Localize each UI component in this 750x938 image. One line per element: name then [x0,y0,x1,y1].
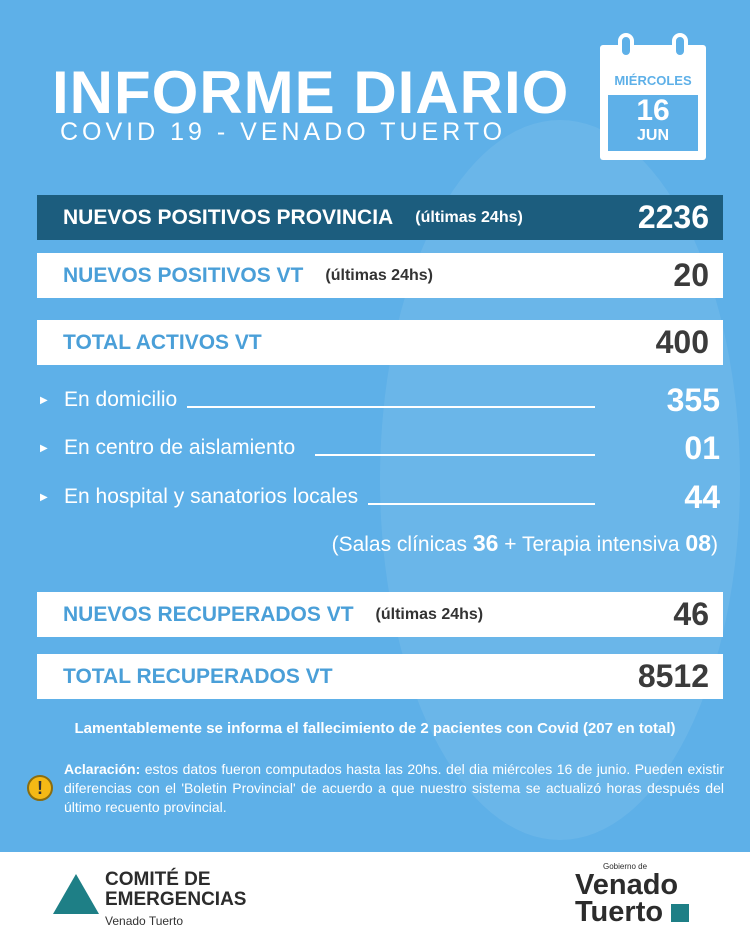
calendar-weekday: MIÉRCOLES [614,73,692,88]
leader-line [368,503,595,505]
row-value: 2236 [637,199,709,235]
leader-line [315,454,595,456]
gov-small: Gobierno de [603,862,648,871]
bullet-icon: ▶ [40,442,48,454]
salas-value: 36 [472,530,499,556]
clarification-title: Aclaración: [64,761,141,777]
comite-sub: Venado Tuerto [105,914,184,928]
gov-line1: Venado [575,869,679,901]
breakdown-item: ▶ En centro de aislamiento 01 [40,430,720,466]
row-note: (últimas 24hs) [325,266,433,284]
page-subtitle: COVID 19 - VENADO TUERTO [60,118,507,146]
row-value: 400 [655,324,709,360]
item-value: 355 [666,381,720,418]
page-title: INFORME DIARIO [52,59,570,126]
bullet-icon: ▶ [40,491,48,503]
row-label: TOTAL ACTIVOS VT [63,330,262,354]
calendar-ring [618,33,634,59]
warning-icon: ! [27,775,53,801]
calendar-ring [672,33,688,59]
row-value: 20 [673,257,709,293]
comite-logo-icon [53,874,99,914]
bullet-icon: ▶ [40,394,48,406]
leader-line [187,406,595,408]
row-total-recuperados: TOTAL RECUPERADOS VT 8512 [37,654,723,699]
row-nuevos-recuperados: NUEVOS RECUPERADOS VT (últimas 24hs) 46 [37,592,723,637]
terapia-label: + Terapia intensiva [504,533,680,556]
clarification: Aclaración: estos datos fueron computado… [64,760,724,817]
gov-line2: Tuerto [575,896,664,928]
breakdown-item: ▶ En hospital y sanatorios locales 44 [40,479,720,515]
row-note: (últimas 24hs) [415,208,523,226]
salas-breakdown: (Salas clínicas 36 + Terapia intensiva 0… [332,530,718,557]
row-positivos-vt: NUEVOS POSITIVOS VT (últimas 24hs) 20 [37,253,723,298]
item-value: 44 [684,478,720,515]
row-label: NUEVOS POSITIVOS PROVINCIA [63,205,394,229]
salas-close: ) [711,533,718,556]
row-value: 8512 [637,658,709,694]
background-shape [380,120,740,840]
row-label: TOTAL RECUPERADOS VT [63,664,333,688]
footer: COMITÉ DE EMERGENCIAS Venado Tuerto Gobie… [0,852,750,938]
clarification-text: estos datos fueron computados hasta las … [64,761,724,815]
vt-logo-icon [671,904,690,923]
item-label: En domicilio [64,388,178,411]
calendar-day: 16 [636,94,670,127]
calendar-icon: MIÉRCOLES 16 JUN [600,33,706,160]
item-value: 01 [684,429,720,466]
comite-line1: COMITÉ DE [105,869,211,890]
calendar-month: JUN [636,127,669,144]
comite-line2: EMERGENCIAS [105,889,247,910]
row-label: NUEVOS RECUPERADOS VT [63,602,354,626]
row-positivos-provincia: NUEVOS POSITIVOS PROVINCIA (últimas 24hs… [37,195,723,240]
row-total-activos: TOTAL ACTIVOS VT 400 [37,320,723,365]
item-label: En hospital y sanatorios locales [64,485,359,508]
breakdown-item: ▶ En domicilio 355 [40,382,720,418]
comite-name: COMITÉ DE EMERGENCIAS [105,870,246,910]
item-label: En centro de aislamiento [64,436,296,459]
row-value: 46 [673,596,709,632]
row-note: (últimas 24hs) [375,605,484,623]
death-notice: Lamentablemente se informa el fallecimie… [74,720,676,737]
gobierno-logo: Gobierno de Venado Tuerto [575,862,690,928]
row-label: NUEVOS POSITIVOS VT [63,263,304,287]
terapia-value: 08 [685,530,711,556]
salas-label: (Salas clínicas [331,533,467,556]
